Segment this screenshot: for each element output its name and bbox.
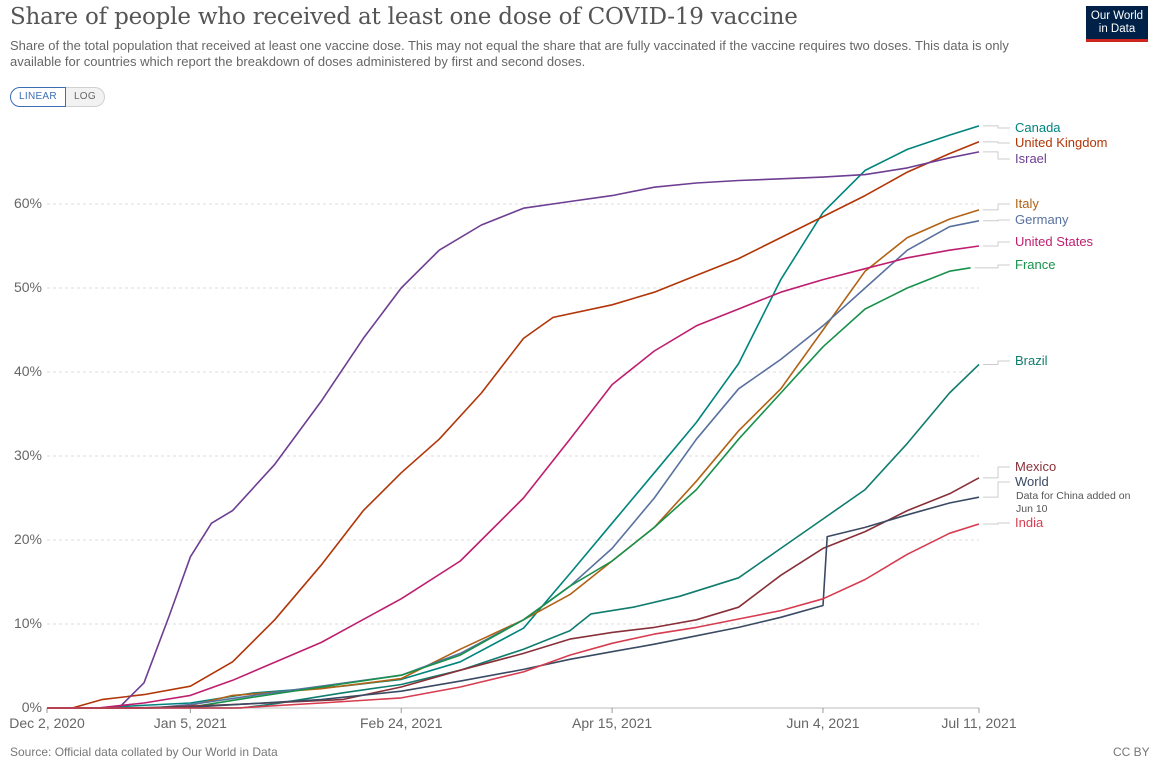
- y-tick-label: 60%: [14, 195, 42, 211]
- x-axis: Dec 2, 2020 Jan 5, 2021 Feb 24, 2021 Apr 15…: [9, 708, 1017, 731]
- logo-line-2: in Data: [1098, 23, 1136, 35]
- series-line-israel[interactable]: [47, 151, 980, 709]
- leader-line: [983, 219, 1010, 222]
- line-chart: 0% 10% 20% 30% 40% 50% 60% Dec 2, 2020 Jan 5, 2…: [9, 120, 1131, 731]
- y-tick-label: 10%: [14, 615, 42, 631]
- leader-line: [983, 241, 1010, 247]
- logo-line-1: Our World: [1090, 10, 1144, 22]
- legend-label-germany[interactable]: Germany: [1015, 212, 1069, 227]
- leader-line: [983, 466, 1010, 479]
- series-line-mexico[interactable]: [47, 477, 980, 709]
- legend-label-france[interactable]: France: [1015, 257, 1055, 272]
- scale-toggle: LINEAR LOG: [10, 87, 105, 107]
- x-tick-label: Jul 11, 2021: [941, 715, 1016, 731]
- y-tick-label: 40%: [14, 363, 42, 379]
- leader-line: [983, 125, 1010, 129]
- y-tick-label: 30%: [14, 447, 42, 463]
- x-tick-label: Jan 5, 2021: [154, 715, 227, 731]
- leader-line: [983, 481, 1010, 498]
- log-scale-button[interactable]: LOG: [65, 87, 105, 107]
- series-line-brazil[interactable]: [47, 363, 980, 709]
- leader-line: [983, 151, 1010, 160]
- license-link[interactable]: CC BY: [1113, 745, 1150, 759]
- legend-label-italy[interactable]: Italy: [1015, 196, 1039, 211]
- y-tick-label: 50%: [14, 279, 42, 295]
- legend-label-united-states[interactable]: United States: [1015, 234, 1094, 249]
- series-lines: [47, 125, 980, 709]
- y-axis-labels: 0% 10% 20% 30% 40% 50% 60%: [14, 195, 42, 715]
- grid-lines: [47, 203, 979, 709]
- chart-title: Share of people who received at least on…: [10, 4, 798, 30]
- legend-label-israel[interactable]: Israel: [1015, 151, 1047, 166]
- legend-label-world[interactable]: World: [1015, 474, 1049, 489]
- series-line-united-states[interactable]: [47, 245, 980, 709]
- chart-subtitle: Share of the total population that recei…: [10, 38, 1009, 69]
- owid-logo[interactable]: Our World in Data: [1086, 6, 1148, 42]
- y-tick-label: 0%: [22, 699, 42, 715]
- legend-label-mexico[interactable]: Mexico: [1015, 459, 1056, 474]
- legend-label-india[interactable]: India: [1015, 515, 1044, 530]
- series-line-united-kingdom[interactable]: [47, 141, 980, 709]
- series-line-india[interactable]: [47, 523, 980, 709]
- leader-line: [983, 360, 1010, 365]
- world-note-label-cont: Jun 10: [1016, 503, 1048, 515]
- series-line-france[interactable]: [47, 267, 971, 709]
- legend-label-united-kingdom[interactable]: United Kingdom: [1015, 135, 1108, 150]
- source-note: Source: Official data collated by Our Wo…: [10, 745, 278, 759]
- x-tick-label: Apr 15, 2021: [572, 715, 652, 731]
- series-line-canada[interactable]: [47, 125, 980, 709]
- x-tick-label: Dec 2, 2020: [9, 715, 85, 731]
- legend-label-brazil[interactable]: Brazil: [1015, 353, 1048, 368]
- x-tick-label: Feb 24, 2021: [360, 715, 443, 731]
- series-line-world[interactable]: [47, 496, 980, 709]
- legend-label-canada[interactable]: Canada: [1015, 120, 1061, 135]
- y-tick-label: 20%: [14, 531, 42, 547]
- leader-line: [983, 203, 1010, 211]
- x-tick-label: Jun 4, 2021: [786, 715, 859, 731]
- world-note-label: Data for China added on: [1016, 490, 1131, 502]
- leader-line: [974, 264, 1010, 269]
- leader-line: [983, 522, 1010, 525]
- series-line-germany[interactable]: [47, 220, 980, 709]
- linear-scale-button[interactable]: LINEAR: [10, 87, 66, 107]
- leader-line: [983, 141, 1010, 144]
